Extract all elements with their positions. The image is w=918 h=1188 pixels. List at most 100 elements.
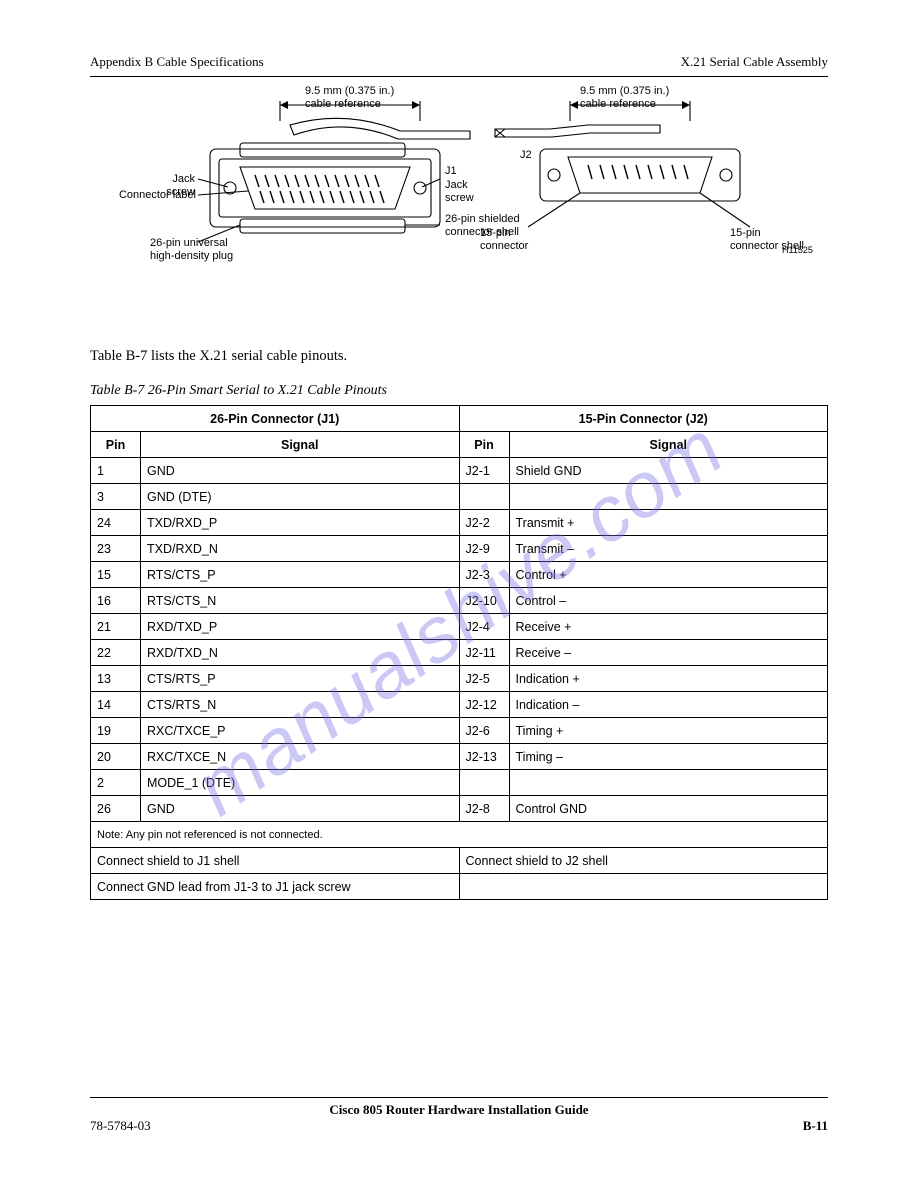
signal-cell: Transmit –	[509, 536, 828, 562]
header-right: X.21 Serial Cable Assembly	[681, 54, 828, 70]
pin-cell: 23	[91, 536, 141, 562]
gnd-blank	[459, 874, 828, 900]
pin-cell	[459, 770, 509, 796]
table-row: 13CTS/RTS_PJ2-5Indication +	[91, 666, 828, 692]
j1-label: J1	[445, 165, 457, 178]
pin-cell: 24	[91, 510, 141, 536]
signal-cell: Receive +	[509, 614, 828, 640]
table-row: 24TXD/RXD_PJ2-2Transmit +	[91, 510, 828, 536]
table-row: 14CTS/RTS_NJ2-12Indication –	[91, 692, 828, 718]
table-row: 1GNDJ2-1Shield GND	[91, 458, 828, 484]
pin-cell: 22	[91, 640, 141, 666]
pin-cell: 16	[91, 588, 141, 614]
pin-cell: J2-11	[459, 640, 509, 666]
signal-cell: RXD/TXD_N	[141, 640, 460, 666]
pin-cell: 3	[91, 484, 141, 510]
pin-cell: J2-3	[459, 562, 509, 588]
intro-paragraph: Table B-7 lists the X.21 serial cable pi…	[90, 347, 828, 365]
j1-conn-label-left: Connector label	[116, 189, 196, 202]
j1-cable-ref-label: 9.5 mm (0.375 in.)cable reference	[305, 85, 394, 110]
pin-cell: J2-5	[459, 666, 509, 692]
signal-cell: RXD/TXD_P	[141, 614, 460, 640]
signal-cell: Indication –	[509, 692, 828, 718]
footer-docnum: 78-5784-03	[90, 1118, 151, 1134]
signal-cell: CTS/RTS_P	[141, 666, 460, 692]
pin-cell: 1	[91, 458, 141, 484]
pin-cell: J2-4	[459, 614, 509, 640]
table-row: 19RXC/TXCE_PJ2-6Timing +	[91, 718, 828, 744]
col1-header: 26-Pin Connector (J1)	[91, 406, 460, 432]
signal-cell	[509, 770, 828, 796]
table-row: 22RXD/TXD_NJ2-11Receive –	[91, 640, 828, 666]
connector-figure: 9.5 mm (0.375 in.)cable reference Jacksc…	[90, 87, 828, 347]
table-row: 16RTS/CTS_NJ2-10Control –	[91, 588, 828, 614]
table-row: 21RXD/TXD_PJ2-4Receive +	[91, 614, 828, 640]
signal-cell: Control GND	[509, 796, 828, 822]
signal-cell: Indication +	[509, 666, 828, 692]
signal-cell: Timing +	[509, 718, 828, 744]
table-row: 20RXC/TXCE_NJ2-13Timing –	[91, 744, 828, 770]
footer-rule	[90, 1097, 828, 1098]
signal-cell: RXC/TXCE_N	[141, 744, 460, 770]
sub-signal-1: Signal	[141, 432, 460, 458]
signal-cell: RTS/CTS_N	[141, 588, 460, 614]
signal-cell: Receive –	[509, 640, 828, 666]
signal-cell: CTS/RTS_N	[141, 692, 460, 718]
pin-cell: J2-8	[459, 796, 509, 822]
col2-header: 15-Pin Connector (J2)	[459, 406, 828, 432]
pin-cell: 2	[91, 770, 141, 796]
shield-j2: Connect shield to J2 shell	[459, 848, 828, 874]
pinout-table: 26-Pin Connector (J1) 15-Pin Connector (…	[90, 405, 828, 900]
footer-pagenum: B-11	[803, 1118, 828, 1134]
header-rule	[90, 76, 828, 77]
signal-cell: Shield GND	[509, 458, 828, 484]
signal-cell: GND	[141, 458, 460, 484]
signal-cell: Control +	[509, 562, 828, 588]
shield-j1: Connect shield to J1 shell	[91, 848, 460, 874]
pin-cell: J2-12	[459, 692, 509, 718]
gnd-lead: Connect GND lead from J1-3 to J1 jack sc…	[91, 874, 460, 900]
table-row: 2MODE_1 (DTE)	[91, 770, 828, 796]
table-row: 26GNDJ2-8Control GND	[91, 796, 828, 822]
pin-cell: J2-9	[459, 536, 509, 562]
pin-cell: J2-10	[459, 588, 509, 614]
pin-cell: 15	[91, 562, 141, 588]
pin-cell: 13	[91, 666, 141, 692]
signal-cell: Timing –	[509, 744, 828, 770]
signal-cell: Control –	[509, 588, 828, 614]
pin-cell: 14	[91, 692, 141, 718]
table-row: 15RTS/CTS_PJ2-3Control +	[91, 562, 828, 588]
table-note: Note: Any pin not referenced is not conn…	[91, 822, 828, 848]
signal-cell: GND	[141, 796, 460, 822]
pin-cell	[459, 484, 509, 510]
j1-plug-label: 26-pin universalhigh-density plug	[150, 237, 233, 262]
footer-title: Cisco 805 Router Hardware Installation G…	[329, 1102, 588, 1118]
pin-cell: 19	[91, 718, 141, 744]
figure-id: H11525	[782, 245, 813, 255]
signal-cell: GND (DTE)	[141, 484, 460, 510]
j2-cable-ref-label: 9.5 mm (0.375 in.)cable reference	[580, 85, 669, 110]
table-caption: Table B-7 26-Pin Smart Serial to X.21 Ca…	[90, 383, 828, 399]
pin-cell: J2-13	[459, 744, 509, 770]
pin-cell: 21	[91, 614, 141, 640]
signal-cell: RXC/TXCE_P	[141, 718, 460, 744]
table-row: 3GND (DTE)	[91, 484, 828, 510]
signal-cell: TXD/RXD_N	[141, 536, 460, 562]
signal-cell: TXD/RXD_P	[141, 510, 460, 536]
pin-cell: J2-2	[459, 510, 509, 536]
sub-pin-2: Pin	[459, 432, 509, 458]
pin-cell: 26	[91, 796, 141, 822]
table-row: 23TXD/RXD_NJ2-9Transmit –	[91, 536, 828, 562]
pin-cell: 20	[91, 744, 141, 770]
signal-cell: Transmit +	[509, 510, 828, 536]
running-head: Appendix B Cable Specifications X.21 Ser…	[90, 54, 828, 70]
sub-pin-1: Pin	[91, 432, 141, 458]
sub-signal-2: Signal	[509, 432, 828, 458]
page-footer: Cisco 805 Router Hardware Installation G…	[90, 1087, 828, 1134]
pin-cell: J2-1	[459, 458, 509, 484]
pin-cell: J2-6	[459, 718, 509, 744]
signal-cell: MODE_1 (DTE)	[141, 770, 460, 796]
header-left: Appendix B Cable Specifications	[90, 54, 264, 70]
j1-screw-label-right: Jackscrew	[445, 179, 474, 204]
signal-cell: RTS/CTS_P	[141, 562, 460, 588]
